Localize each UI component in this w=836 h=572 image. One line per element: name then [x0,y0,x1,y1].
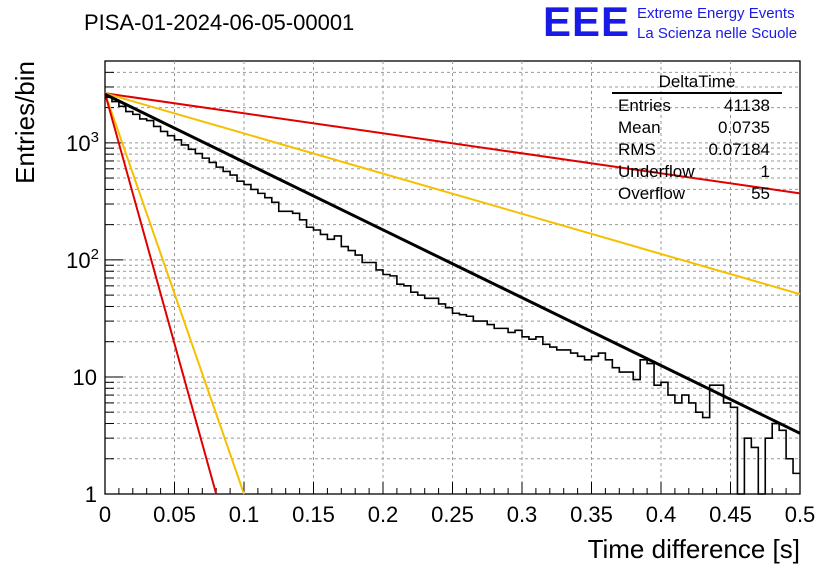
x-tick-label: 0.4 [646,502,677,527]
x-tick-label: 0.05 [153,502,196,527]
x-tick-label: 0.15 [292,502,335,527]
grid-lines [105,61,800,494]
y-tick-label: 103 [66,129,99,156]
x-tick-label: 0 [99,502,111,527]
x-tick-labels: 0 0.05 0.1 0.15 0.2 0.25 0.3 0.35 0.4 0.45 0.5 [99,502,815,527]
stats-value: 0.07184 [708,140,770,159]
reference-curve [104,92,801,296]
x-tick-label: 0.1 [229,502,260,527]
x-tick-label: 0.5 [785,502,816,527]
eee-logo: EEE [543,0,631,45]
stats-title: DeltaTime [612,72,782,94]
eee-logo-subtitle-2: La Scienza nelle Scuole [637,25,798,42]
reference-curves [104,92,801,495]
y-tick-labels: 1 10 102 103 [66,129,99,507]
axis-ticks [104,60,801,495]
y-axis-label: Entries/bin [10,61,40,184]
stats-row-underflow: Underflow 1 [612,160,782,182]
stats-row-rms: RMS 0.07184 [612,138,782,160]
stats-key: Mean [618,118,661,137]
run-title: PISA-01-2024-06-05-00001 [84,10,355,35]
histogram-steps [105,96,800,495]
y-tick-label: 102 [66,246,99,273]
stats-key: Entries [618,96,671,115]
stats-value: 41138 [723,96,770,115]
x-tick-label: 0.3 [507,502,538,527]
stats-key: Underflow [618,162,695,181]
x-tick-label: 0.25 [431,502,474,527]
reference-curve [104,93,218,495]
x-tick-label: 0.2 [368,502,399,527]
stats-row-entries: Entries 41138 [612,94,782,116]
x-tick-label: 0.45 [709,502,752,527]
reference-curve [104,92,801,195]
stats-value: 55 [751,184,770,203]
reference-curve [104,92,245,495]
exponential-fit-line [104,92,801,435]
stats-box: DeltaTime Entries 41138 Mean 0.0735 RMS … [612,72,782,204]
stats-value: 1 [760,162,770,181]
stats-key: RMS [618,140,656,159]
x-axis-label: Time difference [s] [588,534,800,564]
y-tick-label: 10 [73,365,97,390]
eee-logo-subtitle-1: Extreme Energy Events [637,5,795,22]
stats-row-mean: Mean 0.0735 [612,116,782,138]
x-tick-label: 0.35 [570,502,613,527]
y-tick-label: 1 [85,482,97,507]
stats-row-overflow: Overflow 55 [612,182,782,204]
stats-value: 0.0735 [718,118,770,137]
stats-key: Overflow [618,184,686,203]
